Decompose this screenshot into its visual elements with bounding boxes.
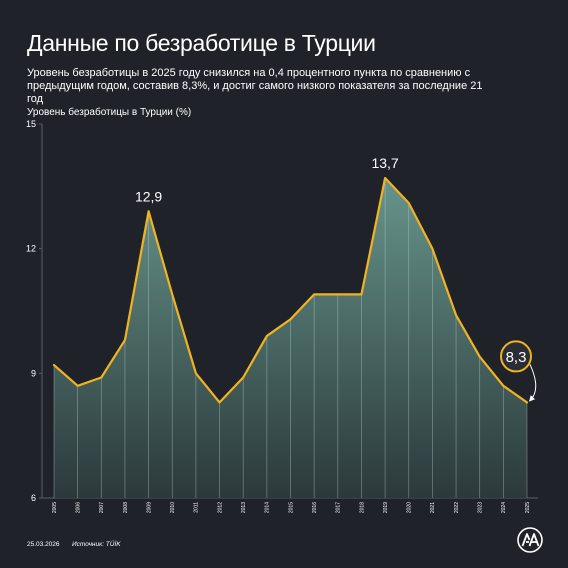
- area-fill: [54, 178, 527, 498]
- y-tick-label: 12: [26, 244, 36, 254]
- x-tick-label: 2014: [265, 502, 271, 513]
- x-tick-label: 2007: [99, 502, 105, 513]
- x-tick-label: 2020: [407, 502, 413, 513]
- annotation-arrow: [528, 364, 537, 402]
- x-tick-label: 2016: [312, 502, 318, 513]
- x-tick-label: 2009: [146, 502, 152, 513]
- y-axis-label: Уровень безработицы в Турции (%): [27, 107, 192, 118]
- x-tick-label: 2012: [217, 502, 223, 513]
- highlight-circle: [500, 340, 532, 373]
- aa-logo-icon: [517, 527, 543, 553]
- x-tick-label: 2022: [454, 502, 460, 513]
- line-layer: [52, 176, 529, 404]
- x-tick-label: 2018: [359, 502, 365, 513]
- chart-subtitle: Уровень безработицы в 2025 году снизился…: [27, 67, 483, 105]
- footer-date: 25.03.2026: [27, 541, 60, 548]
- area-layer: [54, 178, 527, 498]
- y-tick-label: 15: [26, 119, 36, 129]
- chart-title: Данные по безработице в Турции: [27, 30, 376, 56]
- x-tick-label: 2023: [478, 502, 484, 513]
- x-tick-label: 2019: [383, 502, 389, 513]
- footer-source: Источник: TÜİK: [72, 541, 121, 548]
- x-tick-label: 2010: [170, 502, 176, 513]
- y-tick-label: 9: [31, 368, 36, 378]
- x-tick-label: 2015: [288, 502, 294, 513]
- y-tick-label: 6: [31, 493, 36, 503]
- vertical-grid: 2005 2006 2007 2008 2009 2010 2011 2012 2013 2014…: [52, 178, 531, 513]
- x-tick-label: 2021: [430, 502, 436, 513]
- data-label: 8,3: [506, 349, 527, 366]
- x-tick-label: 2005: [52, 502, 58, 513]
- x-tick-label: 2025: [525, 502, 531, 513]
- x-tick-label: 2024: [501, 502, 507, 513]
- data-label: 13,7: [371, 155, 398, 171]
- x-tick-label: 2008: [123, 502, 129, 513]
- x-tick-label: 2011: [194, 502, 200, 513]
- x-tick-label: 2006: [75, 502, 81, 513]
- x-tick-label: 2013: [241, 502, 247, 513]
- x-tick-label: 2017: [336, 502, 342, 513]
- label-layer: 12,9 13,7 8,3: [135, 155, 537, 402]
- data-label: 12,9: [135, 188, 162, 204]
